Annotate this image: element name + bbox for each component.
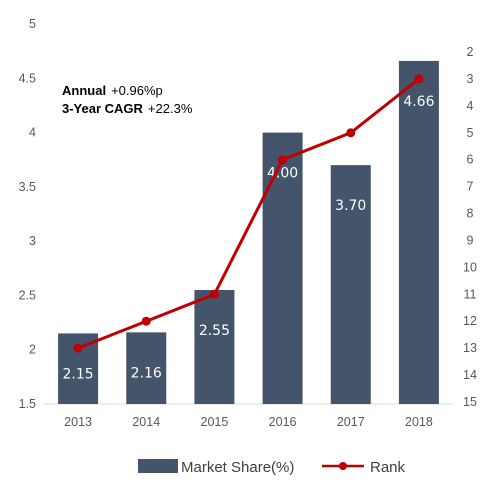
x-axis-tick-label: 2016 bbox=[269, 415, 297, 429]
right-axis-tick-label: 7 bbox=[467, 180, 474, 194]
left-axis-tick-label: 2.5 bbox=[19, 288, 36, 302]
left-axis-tick-label: 3.5 bbox=[19, 180, 36, 194]
x-axis-tick-label: 2018 bbox=[405, 415, 433, 429]
legend-swatch-market-share bbox=[138, 459, 178, 473]
bar-data-label: 2.16 bbox=[131, 365, 162, 381]
rank-point bbox=[414, 74, 424, 84]
annotation-cagr-label: 3-Year CAGR bbox=[62, 101, 144, 116]
rank-point bbox=[346, 128, 356, 138]
bar-market-share bbox=[126, 332, 167, 404]
right-axis-tick-label: 4 bbox=[467, 99, 474, 113]
legend-label-rank: Rank bbox=[370, 459, 406, 476]
bar-series bbox=[58, 60, 439, 405]
rank-line-series bbox=[73, 74, 424, 353]
x-axis-tick-label: 2014 bbox=[132, 415, 160, 429]
left-axis-tick-label: 2 bbox=[29, 343, 36, 357]
right-axis-tick-label: 9 bbox=[467, 233, 474, 247]
bar-market-share bbox=[194, 290, 235, 404]
bar-data-label: 4.66 bbox=[403, 94, 434, 110]
right-axis-tick-label: 8 bbox=[467, 207, 474, 221]
annotation-cagr-value: +22.3% bbox=[148, 101, 193, 116]
legend: Market Share(%) Rank bbox=[138, 459, 406, 476]
x-axis-tick-label: 2013 bbox=[64, 415, 92, 429]
annotation-cagr: 3-Year CAGR +22.3% bbox=[62, 101, 193, 116]
right-axis-tick-label: 12 bbox=[463, 314, 477, 328]
right-axis-tick-label: 6 bbox=[467, 153, 474, 167]
bar-market-share bbox=[262, 132, 303, 405]
rank-point bbox=[73, 343, 83, 353]
legend-swatch-rank-marker bbox=[339, 462, 347, 470]
rank-point bbox=[278, 155, 288, 165]
annotation-annual: Annual +0.96%p bbox=[62, 83, 163, 98]
x-axis-tick-label: 2017 bbox=[337, 415, 365, 429]
left-axis-tick-label: 3 bbox=[29, 234, 36, 248]
bar-market-share bbox=[398, 60, 439, 405]
annotation-annual-label: Annual bbox=[62, 83, 106, 98]
legend-label-market-share: Market Share(%) bbox=[181, 459, 294, 476]
bar-market-share bbox=[330, 165, 371, 404]
left-axis-tick-label: 4.5 bbox=[19, 71, 36, 85]
right-axis-tick-label: 14 bbox=[463, 368, 477, 382]
rank-line bbox=[77, 77, 420, 350]
right-axis-tick-label: 13 bbox=[463, 341, 477, 355]
annotation-box: Annual +0.96%p 3-Year CAGR +22.3% bbox=[62, 83, 193, 116]
bar-data-label: 2.55 bbox=[199, 323, 230, 339]
x-axis-tick-label: 2015 bbox=[201, 415, 229, 429]
right-axis-ticks: 2 3 4 5 6 7 8 9 10 11 12 13 14 15 bbox=[463, 45, 477, 409]
bar-data-label: 2.15 bbox=[62, 366, 93, 382]
left-axis-tick-label: 5 bbox=[29, 17, 36, 31]
right-axis-tick-label: 3 bbox=[467, 72, 474, 86]
right-axis-tick-label: 2 bbox=[467, 45, 474, 59]
x-axis-ticks: 2013 2014 2015 2016 2017 2018 bbox=[64, 415, 433, 429]
bar-data-label: 3.70 bbox=[335, 198, 366, 214]
annotation-annual-value: +0.96%p bbox=[111, 83, 163, 98]
rank-point bbox=[141, 316, 151, 326]
left-axis-ticks: 1.5 2 2.5 3 3.5 4 4.5 5 bbox=[19, 17, 36, 411]
right-axis-tick-label: 5 bbox=[467, 126, 474, 140]
left-axis-tick-label: 4 bbox=[29, 126, 36, 140]
right-axis-tick-label: 15 bbox=[463, 395, 477, 409]
right-axis-tick-label: 11 bbox=[464, 287, 477, 301]
rank-point bbox=[209, 289, 219, 299]
bar-data-labels: 2.15 2.162.554.003.704.66 bbox=[62, 94, 434, 383]
left-axis-tick-label: 1.5 bbox=[19, 397, 36, 411]
right-axis-tick-label: 10 bbox=[463, 260, 477, 274]
